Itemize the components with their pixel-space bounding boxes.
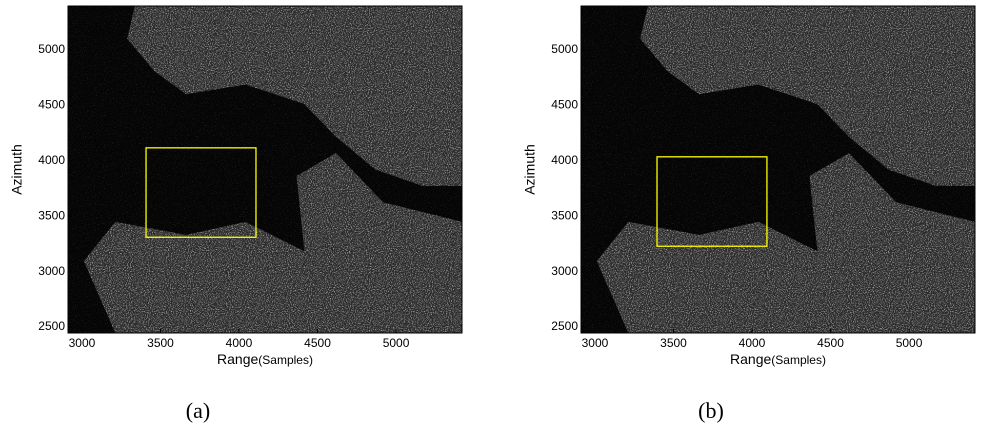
x-tick-label: 4000: [226, 336, 253, 350]
y-axis-label: Azimuth: [522, 144, 538, 195]
y-tick-label: 4000: [38, 153, 65, 167]
y-tick-label: 3000: [38, 264, 65, 278]
x-tick-label: 4500: [304, 336, 331, 350]
figure: 3000 3500 4000 4500 5000 2500 3000 3500 4000 4500…: [0, 0, 981, 434]
x-tick-label: 4000: [739, 336, 766, 350]
panel-caption: (b): [698, 398, 724, 423]
plot: 3000 3500 4000 4500 5000 2500 3000 3500 4000 4500…: [9, 6, 462, 423]
plot: 3000 3500 4000 4500 5000 2500 3000 3500 4000 4500…: [522, 6, 975, 423]
y-tick-label: 3500: [38, 208, 65, 222]
y-tick-label: 2500: [38, 319, 65, 333]
x-axis-label-name: Range: [217, 351, 258, 367]
x-axis-label: Range(Samples): [730, 351, 826, 367]
x-tick-label: 5000: [896, 336, 923, 350]
y-axis-label: Azimuth: [9, 144, 25, 195]
x-tick-label: 4500: [817, 336, 844, 350]
x-axis-label: Range(Samples): [217, 351, 313, 367]
x-tick-label: 3500: [147, 336, 174, 350]
x-axis-label-unit: (Samples): [771, 353, 826, 367]
y-tick-label: 4500: [551, 98, 578, 112]
y-tick-label: 5000: [551, 42, 578, 56]
x-tick-label: 3500: [660, 336, 687, 350]
x-axis-label-name: Range: [730, 351, 771, 367]
x-tick-label: 3000: [69, 336, 96, 350]
y-tick-label: 5000: [38, 42, 65, 56]
y-tick-label: 4000: [551, 153, 578, 167]
x-axis-label-unit: (Samples): [258, 353, 313, 367]
x-tick-label: 3000: [582, 336, 609, 350]
y-tick-label: 4500: [38, 98, 65, 112]
x-tick-label: 5000: [383, 336, 410, 350]
y-tick-label: 3500: [551, 208, 578, 222]
y-tick-label: 2500: [551, 319, 578, 333]
y-tick-label: 3000: [551, 264, 578, 278]
panel-caption: (a): [186, 398, 210, 423]
